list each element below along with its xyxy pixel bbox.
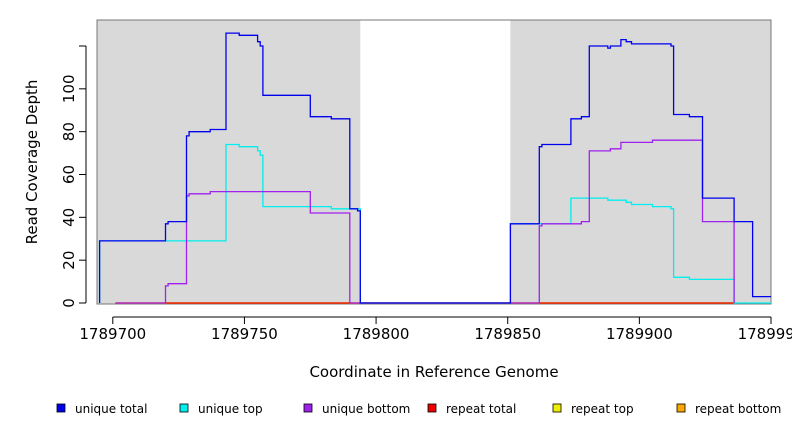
y-tick-label: 20	[60, 251, 78, 270]
y-tick-label: 100	[60, 75, 78, 104]
legend-swatch	[427, 403, 437, 413]
y-tick-label: 0	[60, 298, 78, 308]
legend-label: unique total	[75, 402, 147, 416]
plot-frame	[96, 19, 772, 305]
x-tick-label: 1789800	[343, 325, 410, 343]
legend-swatch	[676, 403, 686, 413]
legend-label: unique bottom	[322, 402, 410, 416]
legend-label: repeat top	[571, 402, 634, 416]
y-axis: 0 20 40 60 80 100	[60, 45, 87, 308]
shaded-region	[510, 20, 771, 304]
y-tick-label: 80	[60, 122, 78, 141]
x-tick-label: 1789750	[211, 325, 278, 343]
x-tick-label: 1789995	[738, 325, 792, 343]
y-axis-label: Read Coverage Depth	[23, 80, 41, 245]
legend-swatch	[303, 403, 313, 413]
series-lines	[98, 32, 771, 304]
legend-swatch	[552, 403, 562, 413]
legend: unique total unique top unique bottom repea…	[56, 402, 781, 416]
legend-swatch	[179, 403, 189, 413]
x-tick-label: 1789700	[79, 325, 146, 343]
series-line-unique-bottom	[115, 139, 735, 304]
x-tick-label: 1789850	[474, 325, 541, 343]
legend-label: unique top	[198, 402, 263, 416]
x-axis: 1789700 1789750 1789800 1789850 1789900 17899…	[79, 316, 792, 343]
legend-swatch	[56, 403, 66, 413]
x-tick-label: 1789900	[606, 325, 673, 343]
y-tick-label: 40	[60, 208, 78, 227]
shaded-regions	[97, 20, 771, 304]
series-line-unique-total	[98, 32, 771, 304]
legend-label: repeat bottom	[695, 402, 781, 416]
legend-label: repeat total	[446, 402, 516, 416]
x-axis-label: Coordinate in Reference Genome	[309, 363, 558, 381]
y-tick-label: 60	[60, 165, 78, 184]
shaded-region	[97, 20, 361, 304]
